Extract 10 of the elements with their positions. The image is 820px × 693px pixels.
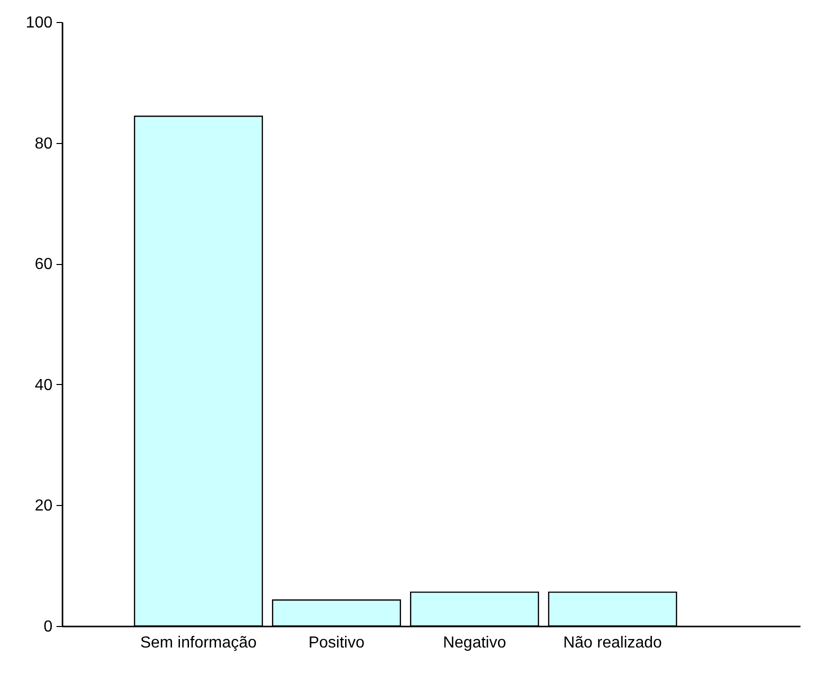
- y-tick-label: 20: [34, 498, 53, 515]
- y-tick-label: 100: [26, 14, 53, 32]
- y-tick-label: 60: [34, 256, 53, 274]
- x-tick-label: Negativo: [442, 634, 506, 652]
- y-tick-label: 40: [34, 376, 53, 394]
- y-tick-label: 80: [34, 135, 53, 152]
- x-tick-label: Não realizado: [563, 634, 662, 652]
- x-tick-label: Positivo: [308, 634, 365, 652]
- x-tick-label: Sem informação: [140, 634, 257, 652]
- y-tick-label: 0: [44, 618, 53, 636]
